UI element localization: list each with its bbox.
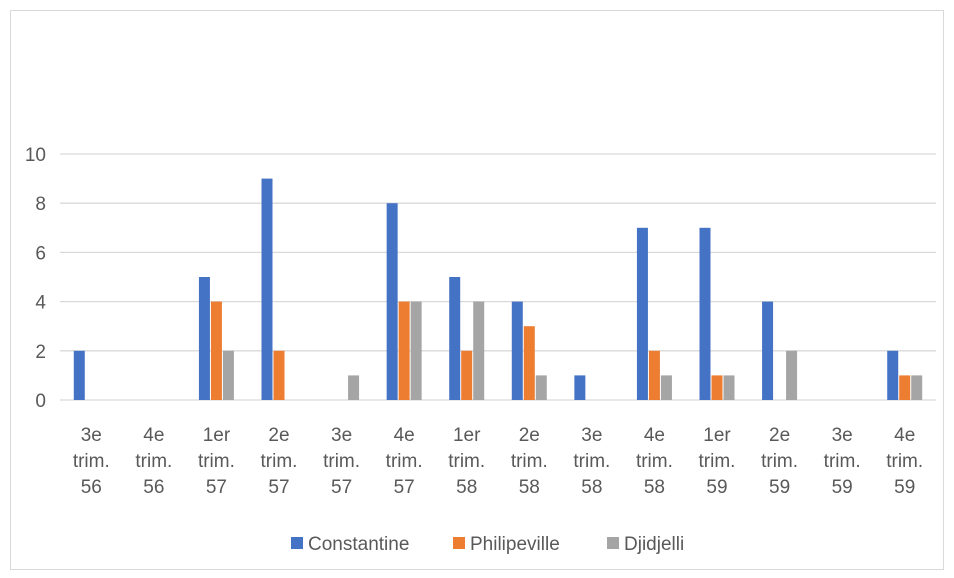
bar-philipeville-5	[398, 301, 410, 400]
x-category-label: 3e trim. 58	[573, 425, 610, 498]
bar-djidjelli-7	[535, 375, 547, 400]
x-category-label: 1er trim. 58	[448, 425, 485, 498]
x-category-label: 4e trim. 58	[636, 425, 673, 498]
legend: Constantine Philipeville Djidjelli	[291, 534, 684, 555]
bar-djidjelli-13	[911, 375, 923, 400]
bar-philipeville-2	[210, 301, 222, 400]
bar-constantine-13	[887, 350, 899, 400]
x-category-label: 4e trim. 59	[886, 425, 923, 498]
legend-swatch-djidjelli	[607, 537, 619, 549]
bars	[73, 178, 923, 400]
chart-frame	[10, 10, 944, 570]
bar-philipeville-9	[648, 350, 660, 400]
bar-constantine-3	[261, 178, 273, 400]
x-category-label: 2e trim. 59	[761, 425, 798, 498]
bar-constantine-5	[386, 203, 398, 400]
y-tick-label: 8	[35, 194, 46, 215]
bar-philipeville-7	[523, 326, 535, 400]
x-category-label: 3e trim. 56	[73, 425, 110, 498]
bar-djidjelli-6	[473, 301, 485, 400]
bar-philipeville-10	[711, 375, 723, 400]
bar-constantine-7	[511, 301, 523, 400]
legend-label-djidjelli: Djidjelli	[624, 534, 684, 555]
bar-constantine-2	[198, 277, 210, 400]
x-category-label: 3e trim. 57	[323, 425, 360, 498]
gridlines	[60, 153, 936, 401]
bar-constantine-11	[762, 301, 774, 400]
y-tick-label: 6	[35, 243, 46, 264]
bar-constantine-10	[699, 227, 711, 400]
legend-swatch-constantine	[291, 537, 303, 549]
legend-label-constantine: Constantine	[308, 534, 409, 555]
bar-philipeville-13	[899, 375, 911, 400]
y-tick-label: 2	[35, 342, 46, 363]
x-category-label: 2e trim. 57	[261, 425, 298, 498]
bar-constantine-9	[636, 227, 648, 400]
x-category-label: 1er trim. 59	[699, 425, 736, 498]
bar-djidjelli-5	[410, 301, 422, 400]
bar-djidjelli-4	[348, 375, 360, 400]
legend-swatch-philipeville	[453, 537, 465, 549]
y-tick-label: 0	[35, 391, 46, 412]
bar-constantine-0	[73, 350, 85, 400]
bar-djidjelli-9	[660, 375, 672, 400]
legend-label-philipeville: Philipeville	[470, 534, 560, 555]
bar-djidjelli-10	[723, 375, 735, 400]
y-tick-label: 10	[25, 145, 46, 166]
x-category-label: 3e trim. 59	[824, 425, 861, 498]
x-category-label: 1er trim. 57	[198, 425, 235, 498]
x-category-label: 4e trim. 56	[135, 425, 172, 498]
bar-djidjelli-2	[222, 350, 234, 400]
bar-constantine-8	[574, 375, 586, 400]
bar-philipeville-3	[273, 350, 285, 400]
bar-djidjelli-11	[786, 350, 798, 400]
x-axis-categories: 3e trim. 56 4e trim. 56 1er trim. 57 2e trim. 57 3e t…	[73, 425, 923, 498]
y-axis-ticks: 0 2 4 6 8 10	[25, 145, 47, 412]
y-tick-label: 4	[35, 293, 46, 314]
x-category-label: 2e trim. 58	[511, 425, 548, 498]
x-category-label: 4e trim. 57	[386, 425, 423, 498]
bar-philipeville-6	[461, 350, 473, 400]
bar-constantine-6	[449, 277, 461, 400]
